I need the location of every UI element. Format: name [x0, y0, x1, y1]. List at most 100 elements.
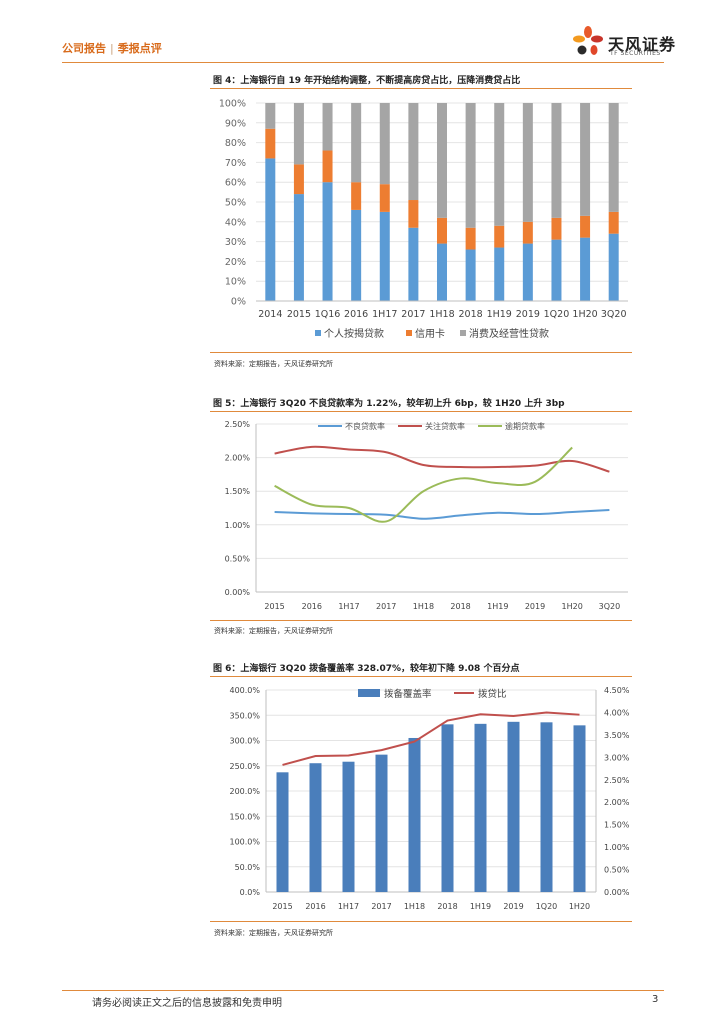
y-left-tick-label: 200.0% [229, 787, 260, 796]
y-tick-label: 80% [225, 138, 246, 149]
x-tick-label: 2014 [258, 309, 282, 320]
x-tick-label: 1H20 [562, 602, 583, 611]
bar [408, 737, 421, 892]
x-tick-label: 2015 [287, 309, 311, 320]
bar [573, 725, 586, 892]
bar-segment [408, 227, 419, 301]
bar-segment [580, 103, 591, 216]
figure-5-chart: 0.00% 0.50% 1.00% 1.50% 2.00% 2.50% 2015 2016 1H… [225, 420, 628, 611]
report-type-company: 公司报告 [62, 42, 106, 55]
bar [507, 721, 520, 892]
brand-logo-icon [573, 26, 603, 55]
legend-swatch [315, 330, 321, 336]
x-tick-label: 1H17 [372, 309, 397, 320]
bar-segment [293, 164, 304, 195]
bar [474, 723, 487, 892]
bar [540, 722, 553, 892]
bar-segment [322, 182, 333, 301]
x-tick-label: 2018 [450, 602, 470, 611]
series-line [274, 446, 573, 523]
y-left-tick-label: 350.0% [229, 711, 260, 720]
x-tick-label: 2017 [401, 309, 425, 320]
report-type-quarterly: 季报点评 [117, 42, 162, 55]
x-tick-label: 1H19 [470, 902, 491, 911]
bar-segment [522, 221, 533, 244]
bar-segment [522, 243, 533, 301]
brand-name-en: TF SECURITIES [610, 50, 661, 57]
bar-segment [265, 158, 276, 301]
bar-segment [322, 150, 333, 183]
bar-segment [551, 217, 562, 240]
legend-label: 拨贷比 [478, 688, 507, 700]
legend-label: 逾期贷款率 [505, 421, 545, 431]
y-tick-label: 1.50% [225, 487, 251, 496]
y-left-tick-label: 150.0% [229, 812, 260, 821]
bar [441, 724, 454, 892]
figure-4-source: 资料来源：定期报告，天风证券研究所 [214, 360, 333, 368]
bar-segment [265, 103, 276, 129]
bar [375, 754, 388, 892]
x-tick-label: 3Q20 [601, 309, 627, 320]
legend-swatch [406, 330, 412, 336]
y-right-tick-label: 2.00% [604, 798, 630, 807]
y-tick-label: 30% [225, 237, 246, 248]
figure-6-bottom-rule [210, 921, 632, 922]
y-left-tick-label: 100.0% [229, 838, 260, 847]
legend-label: 拨备覆盖率 [384, 688, 432, 700]
y-tick-label: 50% [225, 198, 246, 209]
bar-segment [408, 200, 419, 228]
page-number: 3 [652, 994, 659, 1005]
x-tick-label: 1H18 [429, 309, 454, 320]
x-tick-label: 1H17 [338, 602, 359, 611]
x-tick-label: 1H17 [338, 902, 359, 911]
x-tick-label: 2015 [264, 602, 284, 611]
header-separator: | [110, 42, 114, 55]
bar-segment [293, 103, 304, 165]
bar-segment [351, 182, 362, 210]
y-tick-label: 2.50% [225, 420, 251, 429]
x-tick-label: 2018 [459, 309, 483, 320]
x-tick-label: 2019 [516, 309, 540, 320]
legend-label: 不良贷款率 [345, 421, 385, 431]
figure-5-top-rule [210, 411, 632, 412]
bar-segment [551, 103, 562, 218]
x-tick-label: 1H20 [572, 309, 597, 320]
bar [276, 772, 289, 892]
legend-swatch [358, 689, 380, 697]
bar-segment [437, 243, 447, 301]
x-tick-label: 1H19 [487, 602, 508, 611]
bar-segment [379, 103, 390, 185]
y-left-tick-label: 300.0% [229, 737, 260, 746]
bar-segment [465, 103, 476, 228]
y-right-tick-label: 1.50% [604, 821, 630, 830]
y-right-tick-label: 0.50% [604, 866, 630, 875]
x-tick-label: 2019 [503, 902, 523, 911]
y-tick-label: 0.50% [225, 554, 251, 563]
y-left-tick-label: 400.0% [229, 686, 260, 695]
figure-6-source: 资料来源：定期报告，天风证券研究所 [214, 929, 333, 937]
y-right-tick-label: 2.50% [604, 776, 630, 785]
bar-segment [465, 249, 476, 301]
bar-segment [351, 103, 362, 183]
bar-segment [608, 211, 619, 234]
bar-segment [608, 233, 619, 301]
bar-segment [437, 217, 447, 244]
bar-segment [437, 103, 447, 218]
y-tick-label: 0% [231, 297, 246, 308]
header-divider [62, 62, 664, 63]
y-tick-label: 20% [225, 257, 246, 268]
y-right-tick-label: 4.00% [604, 708, 630, 717]
bar-segment [322, 103, 333, 151]
x-tick-label: 1H19 [487, 309, 512, 320]
bar-segment [608, 103, 619, 212]
legend-label: 信用卡 [415, 327, 445, 340]
footer-disclaimer: 请务必阅读正文之后的信息披露和免责申明 [92, 998, 282, 1009]
y-tick-label: 90% [225, 118, 246, 129]
bar-segment [494, 247, 505, 301]
x-tick-label: 1H20 [569, 902, 590, 911]
y-tick-label: 40% [225, 217, 246, 228]
series-line [282, 711, 580, 766]
figure-4-title: 图 4：上海银行自 19 年开始结构调整，不断提高房贷占比，压降消费贷占比 [213, 76, 521, 86]
x-tick-label: 1H18 [404, 902, 425, 911]
y-tick-label: 100% [219, 99, 246, 110]
